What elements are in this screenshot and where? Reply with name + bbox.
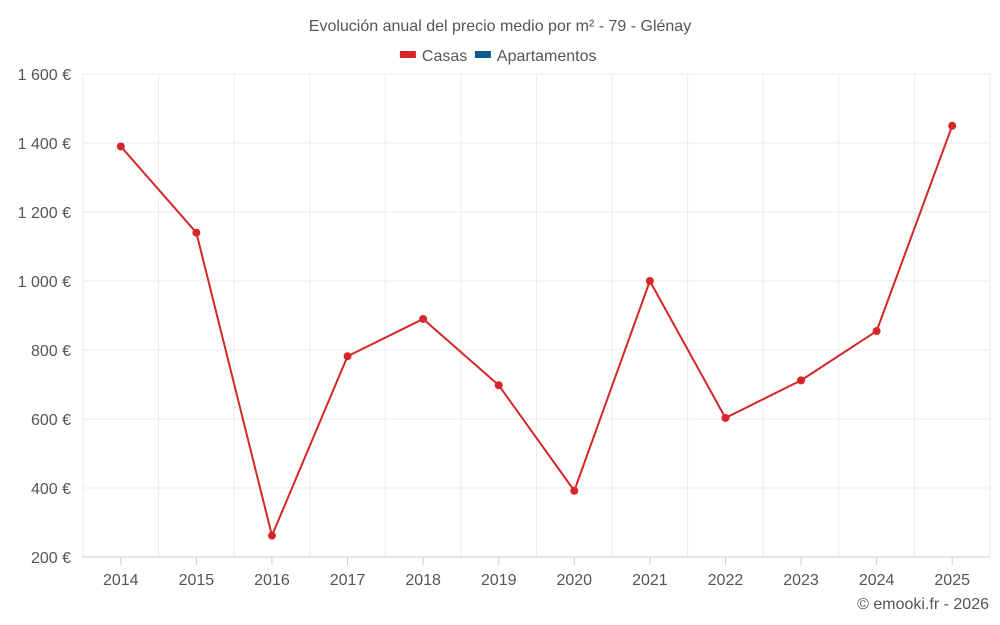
series-line-casas xyxy=(120,125,954,537)
y-tick-label: 800 € xyxy=(31,343,71,360)
y-tick-label: 1 400 € xyxy=(18,136,71,153)
data-point[interactable] xyxy=(797,376,806,385)
data-point[interactable] xyxy=(116,142,125,151)
x-tick-label: 2016 xyxy=(254,572,290,589)
legend-swatch xyxy=(399,51,416,58)
y-tick-label: 200 € xyxy=(31,550,71,567)
data-point[interactable] xyxy=(343,352,352,361)
x-tick-label: 2015 xyxy=(179,572,215,589)
x-tick-label: 2023 xyxy=(783,572,819,589)
y-tick-label: 1 000 € xyxy=(18,274,71,291)
x-tick-label: 2018 xyxy=(405,572,441,589)
x-tick-label: 2017 xyxy=(330,572,366,589)
x-tick-label: 2024 xyxy=(859,572,895,589)
y-tick-label: 600 € xyxy=(31,412,71,429)
x-axis: 2014 2015 2016 2017 2018 2019 2020 2021 2022 2023… xyxy=(83,556,990,589)
data-point[interactable] xyxy=(494,381,503,390)
plot-area xyxy=(116,121,957,540)
data-point[interactable] xyxy=(645,277,654,285)
data-point[interactable] xyxy=(570,486,579,495)
x-tick-label: 2025 xyxy=(934,572,970,589)
chart-title: Evolución anual del precio medio por m² … xyxy=(309,18,691,35)
x-tick-label: 2019 xyxy=(481,572,517,589)
y-axis: 200 € 400 € 600 € 800 € 1 000 € 1 200 € 1 400 … xyxy=(18,67,71,567)
legend-label: Casas xyxy=(422,48,467,65)
legend-item-casas[interactable]: Casas xyxy=(399,48,467,65)
credit-text: © emooki.fr - 2026 xyxy=(857,596,989,613)
legend-item-apartamentos[interactable]: Apartamentos xyxy=(474,48,597,65)
legend: Casas Apartamentos xyxy=(399,48,597,65)
x-tick-label: 2021 xyxy=(632,572,668,589)
x-tick-label: 2022 xyxy=(708,572,744,589)
y-tick-label: 400 € xyxy=(31,481,71,498)
data-point[interactable] xyxy=(192,228,201,237)
grid xyxy=(82,73,991,558)
data-point[interactable] xyxy=(419,314,428,323)
legend-label: Apartamentos xyxy=(497,48,597,65)
x-tick-label: 2020 xyxy=(556,572,592,589)
data-point[interactable] xyxy=(872,327,881,336)
y-tick-label: 1 200 € xyxy=(18,205,71,222)
y-tick-label: 1 600 € xyxy=(18,67,71,84)
x-tick-label: 2014 xyxy=(103,572,139,589)
data-point[interactable] xyxy=(948,121,957,130)
data-point[interactable] xyxy=(721,413,730,422)
data-point[interactable] xyxy=(267,531,276,540)
legend-swatch xyxy=(474,51,491,58)
